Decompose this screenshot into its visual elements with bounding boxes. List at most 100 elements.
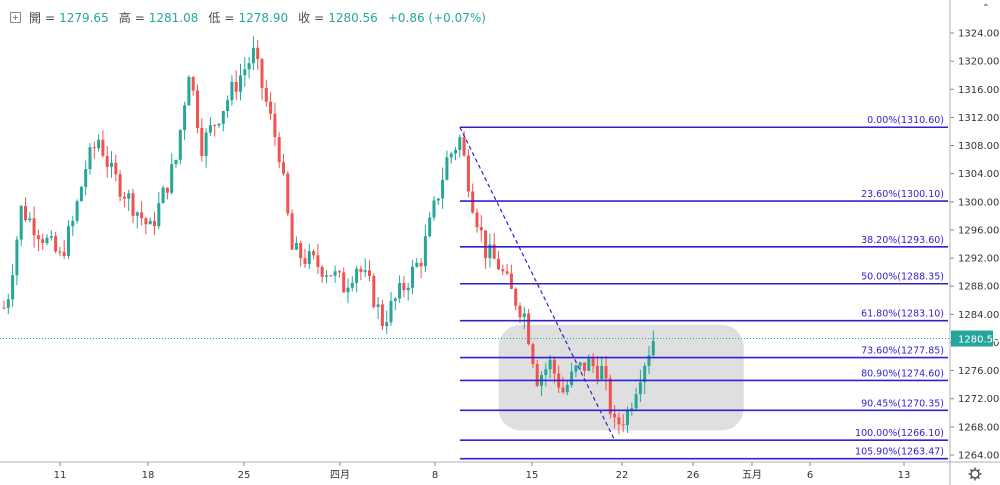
candle-body <box>583 362 586 371</box>
candle-body <box>303 258 307 265</box>
y-tick-label: 1264.00 <box>958 451 999 462</box>
candle-body <box>415 262 419 267</box>
candle-body <box>385 322 389 327</box>
candle-body <box>544 369 548 376</box>
last-price-badge <box>951 330 993 347</box>
candle-body <box>411 266 414 288</box>
candle-body <box>36 235 40 240</box>
candle-body <box>307 251 311 265</box>
candle-body <box>54 236 58 252</box>
candle-body <box>67 226 70 257</box>
candle-body <box>574 365 578 372</box>
candle-body <box>458 137 462 150</box>
candle-body <box>299 242 303 259</box>
candle-body <box>269 101 273 114</box>
candle-body <box>118 174 122 197</box>
candle-body <box>32 218 36 236</box>
x-tick-label: 五月 <box>742 469 762 481</box>
candle-body <box>333 271 337 276</box>
candle-body <box>475 212 479 228</box>
y-tick-label: 1312.00 <box>958 113 999 124</box>
candle-body <box>88 147 92 170</box>
candle-body <box>204 132 208 156</box>
candle-body <box>329 275 333 277</box>
candle-body <box>19 205 23 240</box>
candle-body <box>548 359 552 370</box>
candle-body <box>591 358 595 366</box>
candle-body <box>600 366 604 380</box>
candle-body <box>148 220 152 225</box>
candle-body <box>101 139 105 156</box>
y-tick-label: 1292.00 <box>958 254 999 265</box>
candle-body <box>41 239 45 244</box>
x-tick-label: 26 <box>687 470 700 481</box>
candle-body <box>337 271 341 273</box>
candle-body <box>213 125 217 127</box>
candle-body <box>626 410 629 426</box>
candle-body <box>479 227 483 231</box>
candle-body <box>372 275 376 307</box>
candle-body <box>518 305 522 318</box>
candle-body <box>423 236 427 267</box>
candle-body <box>127 193 131 199</box>
candle-body <box>187 77 191 106</box>
x-tick-label: 13 <box>898 470 911 481</box>
candle-body <box>79 186 83 202</box>
candle-body <box>251 47 255 64</box>
candle-body <box>234 81 238 92</box>
candle-body <box>651 341 655 356</box>
candle-body <box>135 212 139 216</box>
chevron-up-icon[interactable]: ⌃ <box>981 3 990 14</box>
candle-body <box>647 355 651 366</box>
candle-body <box>402 283 406 291</box>
y-tick-label: 1268.00 <box>958 422 999 433</box>
fib-level-label: 50.00%(1288.35) <box>861 272 944 283</box>
candle-body <box>256 47 260 60</box>
candle-body <box>11 275 15 300</box>
candle-body <box>230 81 234 101</box>
candle-body <box>527 313 531 345</box>
candle-body <box>509 273 513 289</box>
candle-body <box>488 244 492 259</box>
candle-body <box>92 147 96 149</box>
fib-level-label: 100.00%(1266.10) <box>855 428 944 439</box>
candle-body <box>398 283 402 299</box>
candle-body <box>178 130 182 161</box>
y-tick-label: 1296.00 <box>958 225 999 236</box>
candle-body <box>294 242 298 250</box>
candle-body <box>191 77 195 91</box>
candle-body <box>454 149 457 154</box>
y-tick-label: 1324.00 <box>958 29 999 40</box>
candle-body <box>449 153 453 158</box>
candle-body <box>316 255 320 267</box>
candle-body <box>131 193 135 216</box>
candle-body <box>462 137 466 156</box>
candle-body <box>428 217 432 237</box>
candle-body <box>312 251 316 256</box>
candle-body <box>260 59 264 88</box>
x-tick-label: 18 <box>142 470 155 481</box>
candle-body <box>432 200 436 218</box>
candle-body <box>273 113 277 138</box>
gear-icon[interactable] <box>968 467 982 481</box>
candle-body <box>97 139 101 149</box>
candle-body <box>359 268 363 273</box>
candle-body <box>282 162 285 174</box>
plus-square-icon[interactable] <box>10 12 21 23</box>
candle-body <box>522 313 526 318</box>
candle-body <box>196 90 199 128</box>
candle-body <box>140 212 144 219</box>
candle-body <box>71 220 75 227</box>
candle-body <box>84 169 88 187</box>
candle-body <box>286 173 290 214</box>
candle-body <box>247 63 251 70</box>
y-tick-label: 1276.00 <box>958 366 999 377</box>
highlight-zone <box>498 324 744 431</box>
y-tick-label: 1300.00 <box>958 197 999 208</box>
candle-body <box>638 382 642 395</box>
candle-body <box>565 384 569 393</box>
candle-body <box>445 157 449 180</box>
fib-level-label: 23.60%(1300.10) <box>861 189 944 200</box>
candle-body <box>514 288 518 306</box>
